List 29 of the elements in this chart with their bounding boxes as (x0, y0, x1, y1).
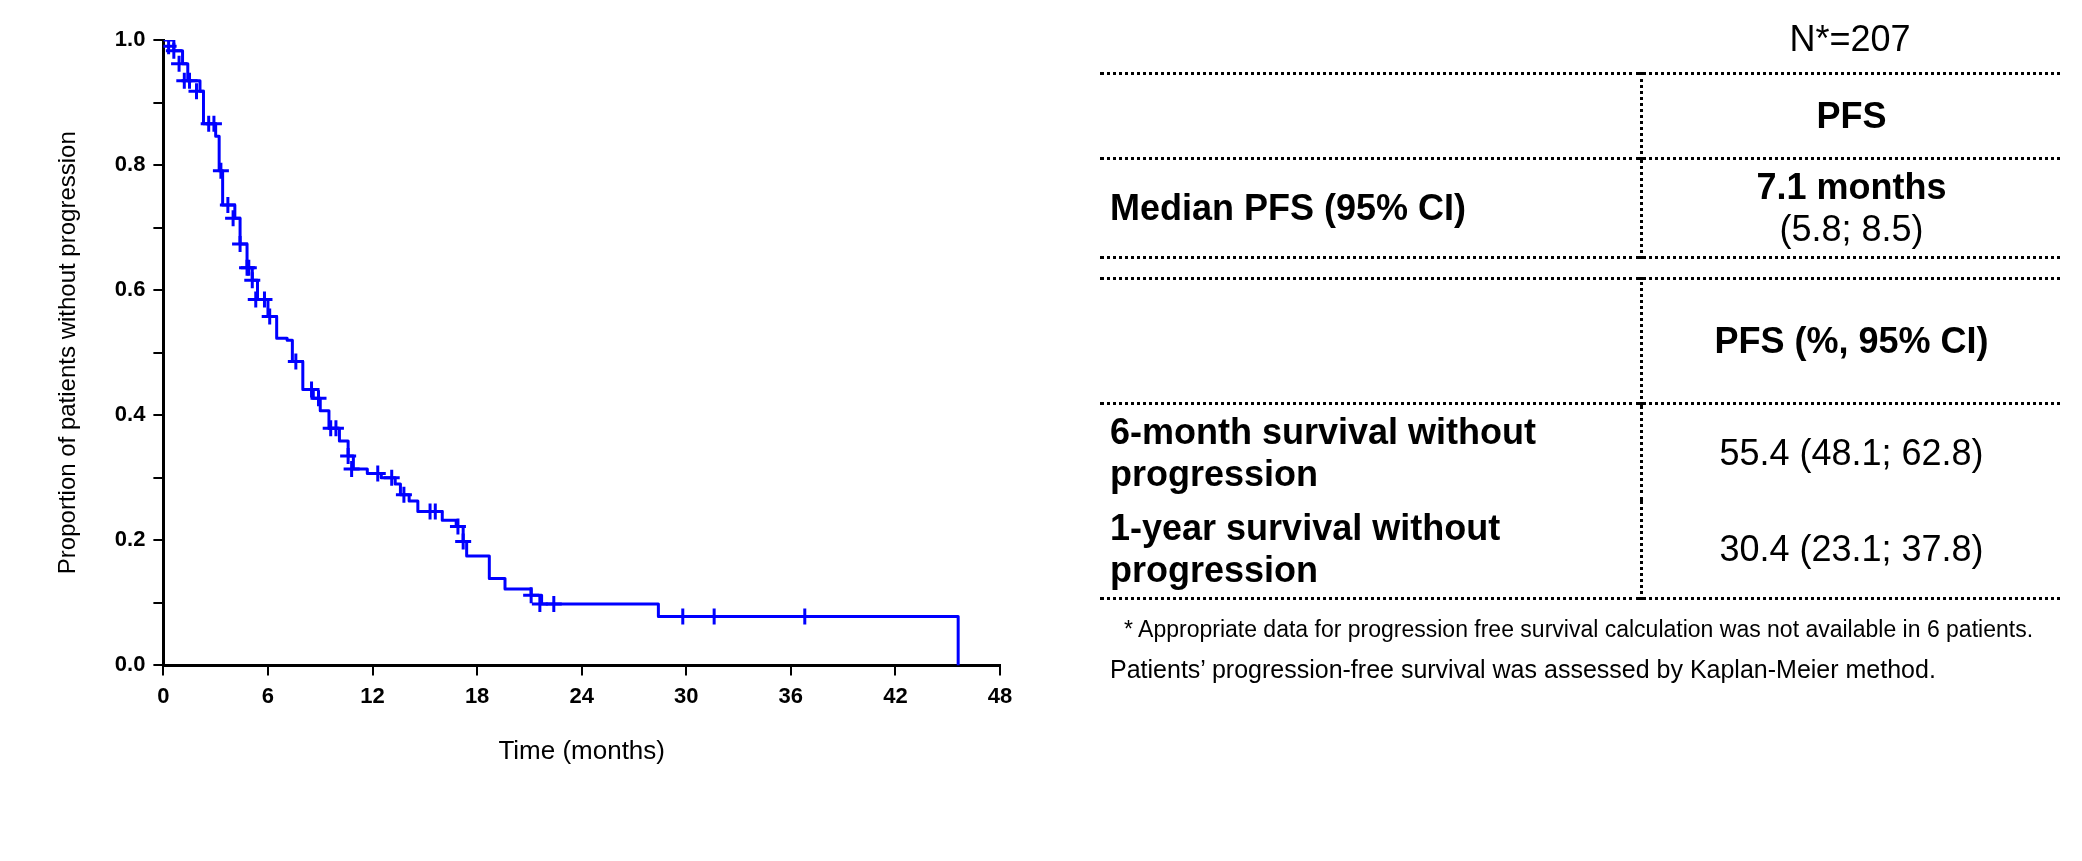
x-tick-label: 48 (987, 682, 1013, 708)
text: 30.4 (23.1; 37.8) (1719, 528, 1984, 569)
text: Patients’ progression-free survival was assessed by Kaplan-Meier method. (1110, 655, 1936, 683)
y-axis-title: Proportion of patients without progression (53, 131, 81, 575)
x-tick-label: 0 (157, 682, 170, 708)
text: * Appropriate data for progression free survival calculation was not available in 6 patients. (1124, 616, 2034, 642)
x-tick-label: 12 (360, 682, 385, 708)
y-tick-label: 0.6 (114, 276, 146, 302)
text: PFS (%, 95% CI) (1714, 320, 1989, 361)
text: PFS (1816, 95, 1887, 136)
text: 1-year survival without progression (1110, 507, 1501, 590)
y-tick-label: 0.8 (114, 151, 146, 177)
x-tick-label: 30 (674, 682, 699, 708)
x-axis-title: Time (months) (498, 734, 665, 765)
text: (5.8; 8.5) (1779, 208, 1924, 249)
x-tick-label: 6 (261, 682, 275, 708)
x-tick-label: 18 (464, 682, 490, 708)
y-tick-label: 0.2 (114, 526, 146, 552)
text: 7.1 months (1756, 166, 1947, 207)
y-tick-label: 0.0 (114, 651, 146, 677)
y-tick-label: 1.0 (114, 26, 146, 52)
x-tick-label: 24 (569, 682, 595, 708)
text: 55.4 (48.1; 62.8) (1719, 432, 1984, 473)
text: Median PFS (95% CI) (1110, 187, 1467, 228)
x-tick-label: 42 (883, 682, 908, 708)
x-tick-label: 36 (778, 682, 804, 708)
y-tick-label: 0.4 (114, 401, 147, 427)
text: 6-month survival without progression (1110, 411, 1537, 494)
text: N*=207 (1788, 18, 1912, 61)
